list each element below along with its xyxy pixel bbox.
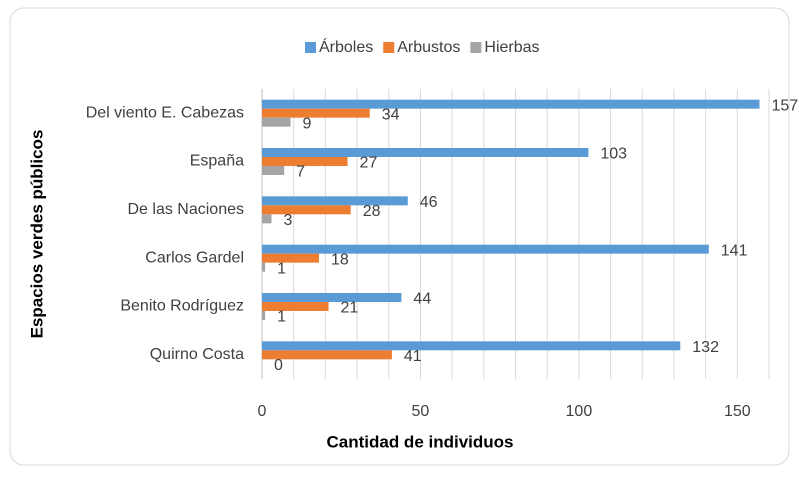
bar	[262, 244, 709, 254]
bar	[262, 196, 408, 206]
data-label: 18	[331, 251, 349, 268]
bar	[262, 302, 329, 311]
bar	[262, 148, 589, 157]
bar	[262, 108, 370, 118]
y-axis-title: Espacios verdes públicos	[27, 130, 46, 339]
y-tick-label: Del viento E. Cabezas	[86, 104, 244, 121]
data-label: 0	[274, 357, 283, 374]
bar	[262, 99, 760, 109]
y-tick-label: España	[190, 153, 244, 170]
legend-label: Arbustos	[397, 39, 460, 56]
data-label: 28	[363, 203, 381, 220]
legend-swatch	[470, 42, 482, 53]
y-tick-label: Carlos Gardel	[145, 249, 244, 266]
x-tick-label: 0	[258, 403, 267, 420]
data-label: 21	[341, 300, 359, 317]
data-label: 46	[420, 194, 438, 211]
x-tick-label: 150	[724, 403, 751, 420]
bar	[262, 311, 266, 320]
data-label: 1	[277, 260, 286, 277]
data-label: 9	[303, 115, 312, 132]
legend-label: Árboles	[319, 37, 373, 56]
bar	[262, 350, 392, 360]
x-tick-label: 100	[566, 403, 593, 420]
x-axis-title: Cantidad de individuos	[326, 432, 513, 451]
bar	[262, 253, 320, 263]
bar	[262, 262, 266, 272]
bar	[262, 214, 272, 224]
legend-swatch	[305, 42, 316, 53]
data-label: 103	[600, 146, 627, 163]
data-label: 141	[721, 242, 748, 259]
y-tick-label: Benito Rodríguez	[120, 298, 244, 315]
data-label: 44	[413, 291, 431, 308]
bar	[262, 117, 291, 127]
legend-swatch	[383, 42, 395, 53]
data-label: 157	[771, 97, 798, 114]
data-label: 27	[360, 155, 378, 172]
bar	[262, 166, 285, 175]
data-label: 41	[404, 348, 422, 365]
bar	[262, 157, 348, 166]
bar	[262, 293, 402, 302]
data-label: 7	[296, 164, 305, 181]
chart-frame	[9, 7, 790, 466]
legend-label: Hierbas	[484, 39, 539, 56]
y-tick-label: Quirno Costa	[150, 346, 244, 363]
data-label: 132	[692, 339, 719, 356]
data-label: 1	[277, 309, 286, 326]
y-tick-label: De las Naciones	[128, 201, 245, 218]
bar	[262, 205, 351, 215]
bar	[262, 341, 681, 351]
x-tick-label: 50	[412, 403, 430, 420]
data-label: 34	[382, 106, 400, 123]
data-label: 3	[284, 212, 293, 229]
